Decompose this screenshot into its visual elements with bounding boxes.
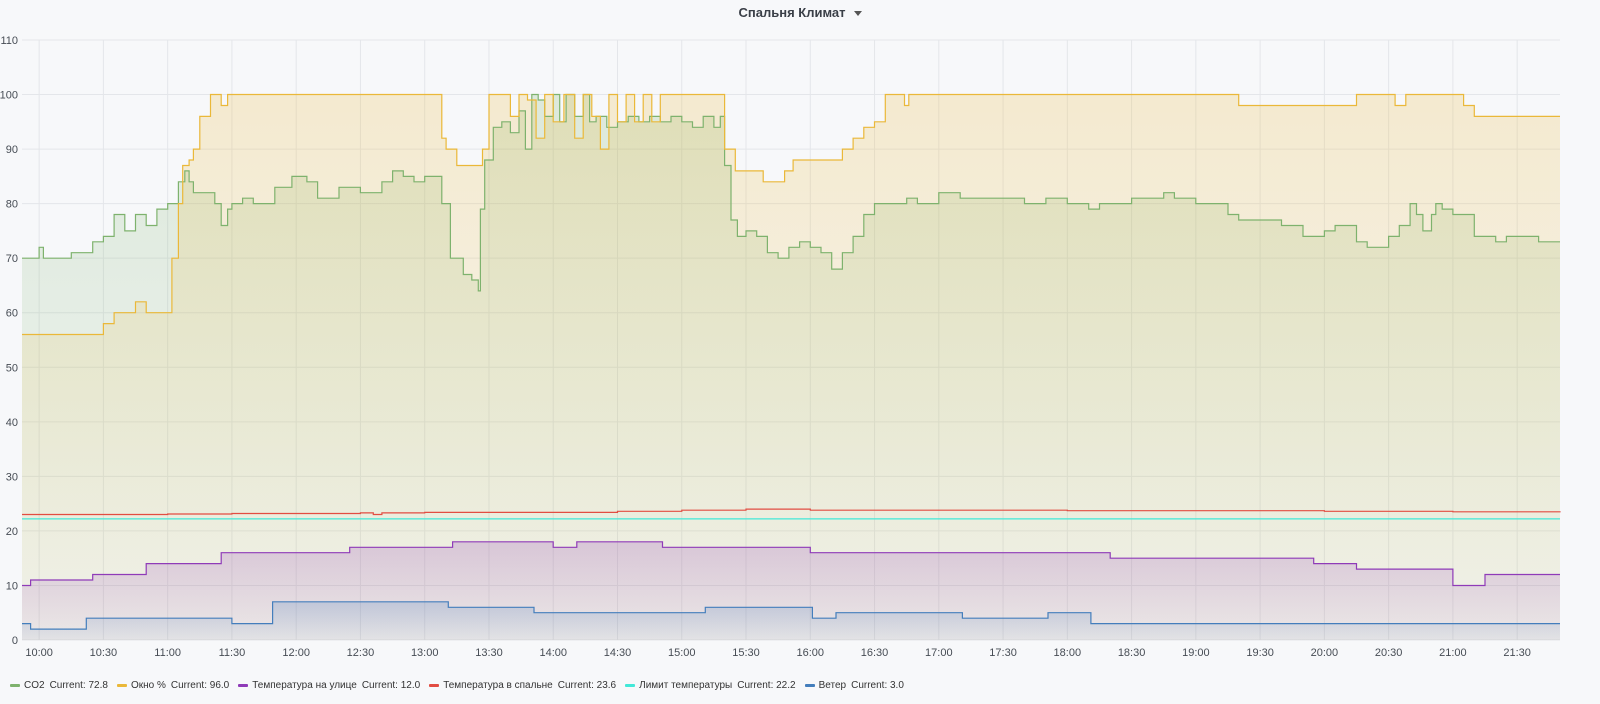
chart-canvas: 0 10 20 30 40 50 60 70 80 90 100 110 10:00 10:30 11:0…	[0, 35, 1561, 659]
x-tick-label: 12:00	[282, 647, 310, 659]
legend-current-label: Current:	[737, 680, 774, 691]
x-axis: 10:00 10:30 11:00 11:30 12:00 12:30 13:00 13:30…	[25, 647, 1531, 659]
x-tick-label: 16:30	[861, 647, 889, 659]
legend-current-value: 96.0	[206, 680, 230, 691]
panel-title[interactable]: Спальня Климат	[738, 5, 846, 20]
y-tick-label: 20	[6, 526, 18, 538]
legend-current-value: 72.8	[85, 680, 108, 691]
legend-current-value: 3.0	[887, 680, 904, 691]
legend-item[interactable]: Ветер Current: 3.0	[804, 680, 904, 691]
legend-swatch	[429, 683, 440, 687]
x-tick-label: 10:30	[90, 647, 118, 659]
legend-swatch	[238, 683, 249, 687]
x-tick-label: 14:00	[539, 647, 567, 659]
x-tick-label: 15:30	[732, 647, 760, 659]
legend-item[interactable]: Лимит температуры Current: 22.2	[625, 680, 796, 691]
legend-item[interactable]: CO2 Current: 72.8	[10, 680, 108, 691]
y-tick-label: 10	[6, 580, 18, 592]
x-tick-label: 20:00	[1311, 647, 1339, 659]
legend-current-label: Current:	[170, 680, 207, 691]
legend-series-name: Температура на улице	[252, 680, 357, 691]
x-tick-label: 11:00	[154, 647, 181, 659]
legend-current-label: Current:	[361, 680, 398, 691]
legend-series-name: Ветер	[818, 680, 847, 691]
y-tick-label: 30	[6, 471, 18, 483]
x-tick-label: 17:00	[925, 647, 953, 659]
y-tick-label: 0	[12, 635, 18, 647]
series-5-line[interactable]	[22, 601, 1560, 630]
y-tick-label: 60	[6, 308, 18, 320]
y-tick-label: 100	[0, 90, 18, 102]
x-tick-label: 20:30	[1375, 647, 1403, 659]
panel-title-bar[interactable]: Спальня Климат	[0, 0, 1600, 26]
legend-series-name: CO2	[24, 680, 45, 691]
legend-swatch	[116, 683, 127, 687]
series-1-area	[22, 94, 1560, 640]
legend-series-name: Температура в спальне	[443, 680, 553, 691]
x-tick-label: 18:00	[1054, 647, 1082, 659]
x-tick-label: 10:00	[25, 647, 53, 659]
chevron-down-icon[interactable]	[853, 11, 862, 17]
y-tick-label: 110	[0, 35, 18, 47]
series-0-line[interactable]	[22, 93, 1560, 292]
x-tick-label: 21:30	[1503, 647, 1531, 659]
x-tick-label: 13:00	[411, 647, 439, 659]
y-tick-label: 40	[6, 417, 18, 429]
legend-item[interactable]: Температура на улице Current: 12.0	[238, 680, 420, 691]
legend-current-value: 12.0	[397, 680, 421, 691]
legend: CO2 Current: 72.8 Окно % Current: 96.0 Темпе…	[10, 680, 913, 691]
series-1-line[interactable]	[22, 93, 1560, 336]
x-tick-label: 19:30	[1246, 647, 1274, 659]
legend-current-label: Current:	[49, 680, 86, 691]
x-tick-label: 15:00	[668, 647, 696, 659]
legend-swatch	[804, 683, 815, 687]
series-lines	[22, 93, 1561, 630]
legend-swatch	[10, 683, 20, 687]
y-axis: 0 10 20 30 40 50 60 70 80 90 100 110	[0, 35, 18, 647]
legend-current-label: Current:	[557, 680, 594, 691]
y-tick-label: 80	[6, 199, 18, 211]
x-tick-label: 19:00	[1182, 647, 1210, 659]
legend-current-value: 23.6	[593, 680, 617, 691]
legend-current-value: 22.2	[773, 680, 796, 691]
x-tick-label: 17:30	[989, 647, 1017, 659]
series-fills	[22, 94, 1560, 640]
y-tick-label: 70	[6, 253, 18, 265]
legend-series-name: Окно %	[130, 680, 166, 691]
x-tick-label: 12:30	[347, 647, 375, 659]
x-tick-label: 11:30	[219, 647, 246, 659]
legend-item[interactable]: Температура в спальне Current: 23.6	[429, 680, 616, 691]
x-tick-label: 13:30	[475, 647, 503, 659]
y-tick-label: 90	[6, 144, 18, 156]
x-tick-label: 16:00	[797, 647, 825, 659]
x-tick-label: 14:30	[604, 647, 632, 659]
series-2-line[interactable]	[22, 541, 1560, 587]
legend-swatch	[625, 683, 636, 687]
x-tick-label: 18:30	[1118, 647, 1146, 659]
series-3-line[interactable]	[22, 508, 1561, 516]
x-tick-label: 21:00	[1439, 647, 1467, 659]
legend-series-name: Лимит температуры	[639, 680, 733, 691]
legend-current-label: Current:	[851, 680, 888, 691]
series-5-area	[22, 601, 1560, 640]
legend-item[interactable]: Окно % Current: 96.0	[116, 680, 230, 691]
y-tick-label: 50	[6, 362, 18, 374]
